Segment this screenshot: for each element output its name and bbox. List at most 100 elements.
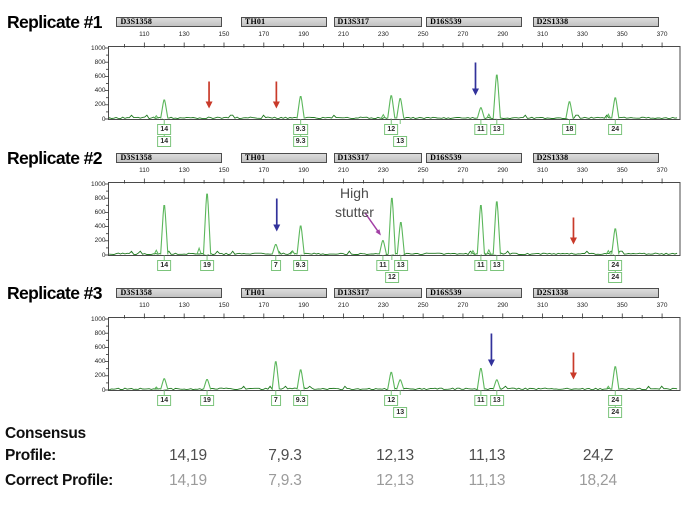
x-tick-label: 190 xyxy=(298,166,310,174)
allele-peak xyxy=(387,371,396,390)
y-tick-label: 0 xyxy=(101,115,106,123)
allele-peak xyxy=(565,101,574,119)
allele-peak xyxy=(611,228,620,255)
allele-label: 7 xyxy=(270,260,281,271)
allele-peak xyxy=(387,95,396,119)
allele-label: 13 xyxy=(393,407,408,418)
allele-label: 12 xyxy=(384,395,399,406)
marker-bar-label: D16S539 xyxy=(430,287,462,297)
y-tick-label: 0 xyxy=(101,386,106,394)
marker-bar-D16S539: D16S539 xyxy=(426,152,522,163)
marker-bar-label: D2S1338 xyxy=(536,16,569,26)
x-tick-label: 290 xyxy=(497,166,509,174)
x-tick-label: 170 xyxy=(258,166,270,174)
allele-label: 19 xyxy=(200,395,214,406)
marker-bar-label: TH01 xyxy=(244,16,266,26)
x-tick-label: 150 xyxy=(218,166,230,174)
allele-label: 24 xyxy=(608,395,623,406)
x-tick-label: 110 xyxy=(139,166,150,174)
replicate-1-title: Replicate #1 xyxy=(7,12,103,32)
high-stutter-arrow-shaft xyxy=(364,212,380,233)
allele-peak xyxy=(492,201,501,255)
blue-arrow-icon xyxy=(273,224,281,232)
x-tick-label: 270 xyxy=(457,166,469,174)
x-tick-label: 290 xyxy=(497,301,509,309)
x-tick-label: 130 xyxy=(178,30,190,38)
x-tick-label: 190 xyxy=(298,301,310,309)
marker-bar-label: TH01 xyxy=(244,287,266,297)
x-tick-label: 370 xyxy=(656,30,668,38)
x-tick-label: 130 xyxy=(178,301,190,309)
correct-value: 18,24 xyxy=(579,472,617,489)
marker-bar-label: D2S1338 xyxy=(536,152,569,162)
allele-label: 9.3 xyxy=(292,395,309,406)
minor-peak xyxy=(380,113,386,119)
x-tick-label: 150 xyxy=(218,301,230,309)
allele-label: 11 xyxy=(474,260,488,271)
allele-label: 11 xyxy=(474,395,488,406)
consensus-value: 14,19 xyxy=(169,447,207,464)
y-tick-label: 600 xyxy=(94,208,106,216)
marker-bar-D16S539: D16S539 xyxy=(426,16,522,27)
marker-bar-label: D13S317 xyxy=(337,152,370,162)
consensus-value: 12,13 xyxy=(376,447,414,464)
allele-peak xyxy=(296,225,305,255)
marker-bar-label: D16S539 xyxy=(430,152,462,162)
allele-label: 14 xyxy=(157,395,172,406)
allele-peak xyxy=(202,379,212,390)
marker-bar-label: D16S539 xyxy=(430,16,462,26)
correct-value: 11,13 xyxy=(468,472,506,489)
consensus-label-line1: Consensus xyxy=(5,425,86,442)
allele-peak xyxy=(387,197,397,255)
x-tick-label: 270 xyxy=(457,301,469,309)
x-tick-label: 350 xyxy=(616,301,628,309)
allele-peak xyxy=(271,244,280,255)
y-tick-label: 1000 xyxy=(91,315,106,323)
marker-bar-D2S1338: D2S1338 xyxy=(532,152,660,163)
allele-peak xyxy=(160,204,169,255)
x-tick-label: 350 xyxy=(616,166,628,174)
x-tick-label: 210 xyxy=(338,301,349,309)
allele-label: 14 xyxy=(157,260,172,271)
marker-bar-D2S1338: D2S1338 xyxy=(532,287,660,298)
minor-peak xyxy=(605,113,611,119)
red-arrow-icon xyxy=(569,372,577,380)
x-tick-label: 310 xyxy=(537,301,549,309)
x-tick-label: 350 xyxy=(616,30,628,38)
x-tick-label: 330 xyxy=(576,301,588,309)
allele-label: 13 xyxy=(393,136,408,147)
plot-border xyxy=(108,317,681,391)
x-tick-label: 310 xyxy=(537,30,549,38)
x-tick-label: 250 xyxy=(417,30,429,38)
marker-bar-TH01: TH01 xyxy=(240,152,327,163)
x-tick-label: 130 xyxy=(178,166,190,174)
minor-peak xyxy=(486,248,492,255)
x-tick-label: 370 xyxy=(656,166,668,174)
replicate-3-title: Replicate #3 xyxy=(7,283,103,303)
allele-label: 19 xyxy=(200,260,214,271)
x-tick-label: 170 xyxy=(258,301,270,309)
replicate-2-title: Replicate #2 xyxy=(7,148,103,168)
allele-label: 24 xyxy=(608,407,623,418)
allele-label: 13 xyxy=(393,260,408,271)
marker-bar-label: D2S1338 xyxy=(536,287,569,297)
marker-bar-TH01: TH01 xyxy=(240,287,327,298)
allele-peak xyxy=(476,107,485,119)
x-tick-label: 250 xyxy=(417,166,429,174)
minor-peak xyxy=(153,249,159,255)
x-tick-label: 230 xyxy=(377,30,389,38)
correct-value: 12,13 xyxy=(376,472,414,489)
allele-peak xyxy=(296,369,305,390)
marker-bar-D2S1338: D2S1338 xyxy=(532,16,660,27)
x-tick-label: 190 xyxy=(298,30,310,38)
y-tick-label: 400 xyxy=(94,358,106,366)
marker-bar-D3S1358: D3S1358 xyxy=(116,152,222,163)
allele-peak xyxy=(202,193,212,255)
allele-peak xyxy=(396,222,405,255)
blue-arrow-icon xyxy=(471,88,479,96)
marker-bar-TH01: TH01 xyxy=(240,16,327,27)
y-tick-label: 800 xyxy=(94,329,106,337)
allele-label: 13 xyxy=(489,260,504,271)
